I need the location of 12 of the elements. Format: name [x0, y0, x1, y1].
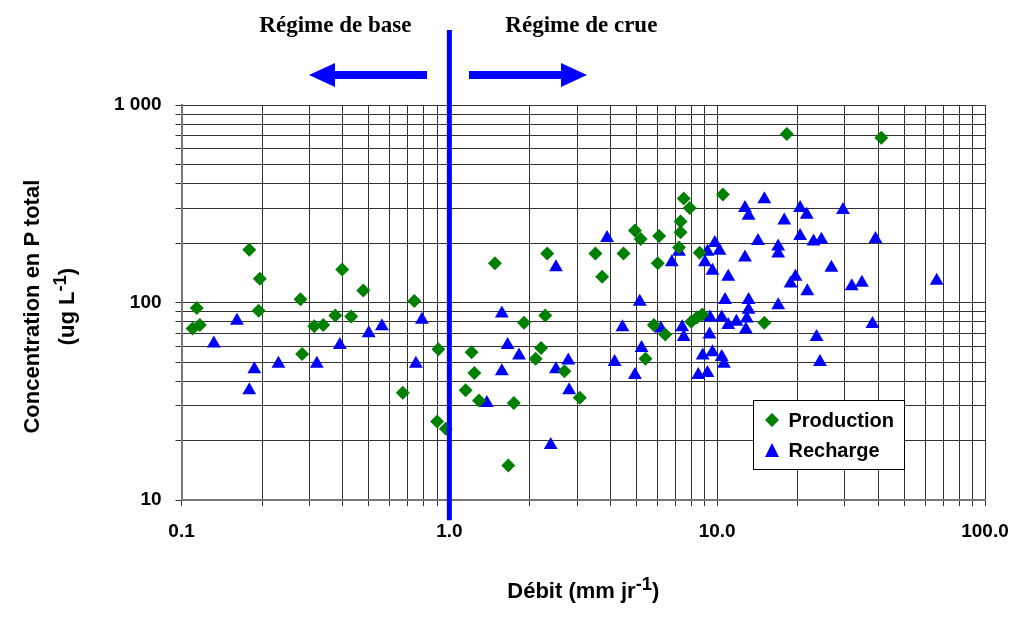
legend-label: Recharge: [788, 438, 880, 462]
legend-label: Production: [788, 408, 894, 432]
y-tick-label: 1 000: [114, 93, 162, 115]
x-tick-label: 10.0: [698, 519, 736, 541]
y-tick-label: 10: [140, 488, 162, 510]
text: Régime de base: [259, 12, 412, 38]
x-tick-label: 100.0: [961, 519, 1009, 541]
text: Régime de crue: [505, 12, 658, 38]
x-tick-label: 1.0: [436, 519, 463, 541]
x-axis-title: Débit (mm jr$^{-1}$): [506, 572, 661, 606]
x-tick-label: 0.1: [168, 519, 196, 541]
y-tick-label: 100: [129, 290, 162, 312]
